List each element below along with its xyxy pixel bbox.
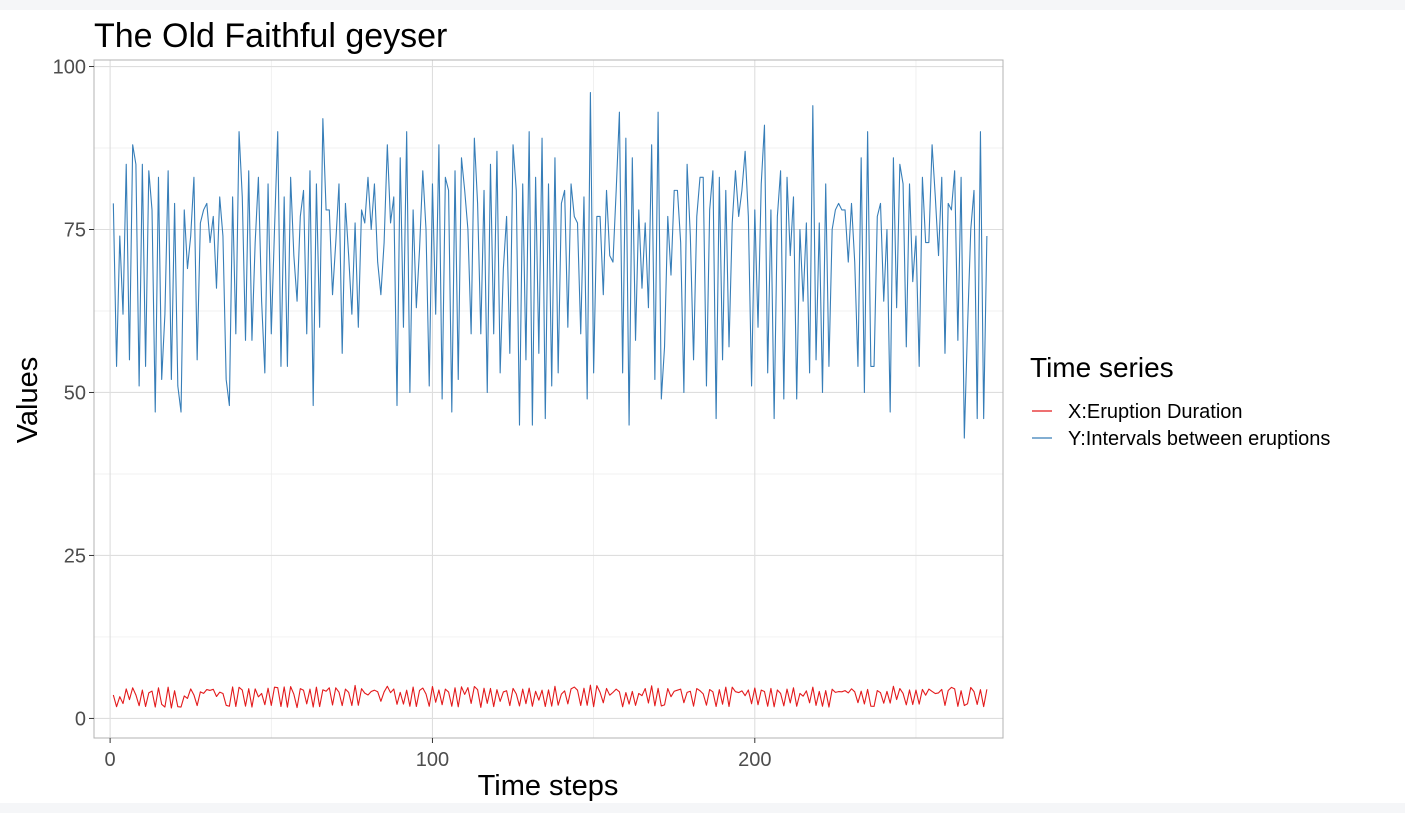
plot-panel-border [93, 59, 1004, 739]
legend-label-y: Y:Intervals between eruptions [1068, 428, 1330, 450]
legend: Time series X:Eruption Duration Y:Interv… [1030, 352, 1330, 450]
x-axis-title: Time steps [478, 770, 619, 802]
series-line-intervals [112, 92, 988, 439]
legend-label-x: X:Eruption Duration [1068, 401, 1243, 423]
y-tick-label: 75 [64, 220, 86, 242]
y-tick-label: 50 [64, 382, 86, 404]
x-tick-label: 100 [416, 749, 449, 771]
chart-title: The Old Faithful geyser [94, 17, 447, 55]
legend-title: Time series [1030, 352, 1174, 383]
x-tick-label: 200 [738, 749, 771, 771]
plot-panel [94, 60, 1003, 738]
y-axis-title: Values [12, 357, 44, 444]
bottom-bar [0, 803, 1405, 813]
series-layer [112, 92, 988, 709]
grid-lines [94, 60, 1003, 738]
y-tick-label: 25 [64, 545, 86, 567]
top-bar [0, 0, 1405, 10]
axis-ticks: 0 25 50 75 100 0 100 200 [53, 57, 772, 771]
y-tick-label: 0 [75, 708, 86, 730]
x-tick-label: 0 [105, 749, 116, 771]
y-tick-label: 100 [53, 57, 86, 79]
series-line-eruption-duration [112, 684, 988, 709]
